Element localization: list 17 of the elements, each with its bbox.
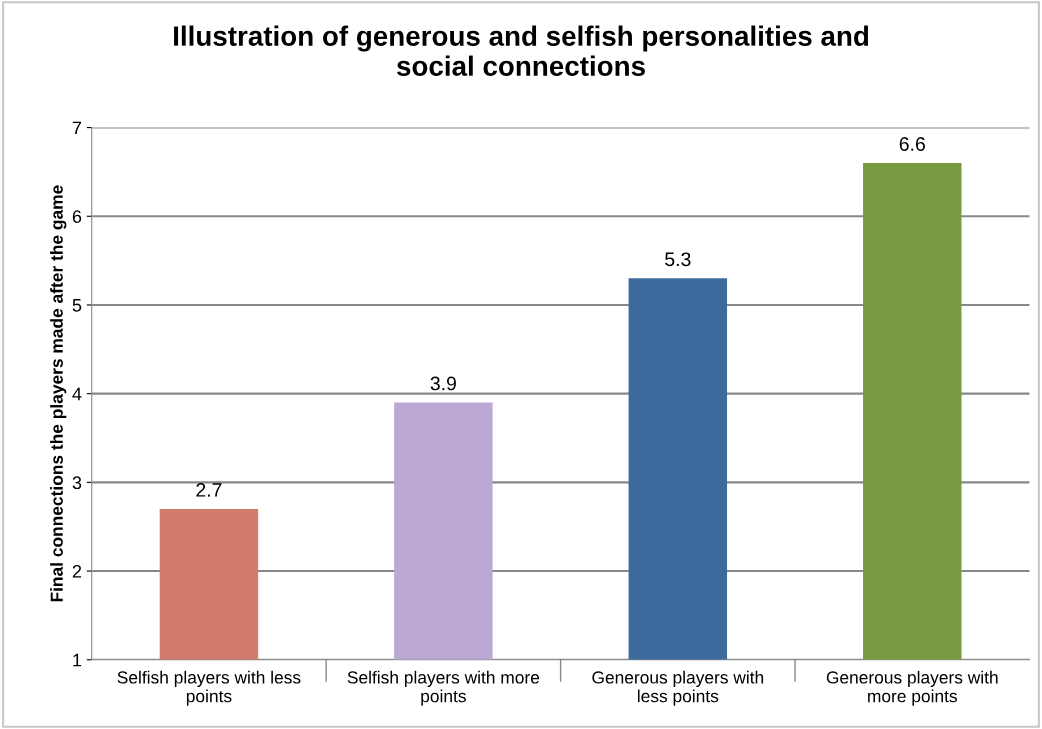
y-axis-title: Final connections the players made after the game	[50, 185, 67, 602]
x-tick-label: Selfish players with more points	[347, 670, 540, 706]
y-tick-label: 3	[72, 476, 82, 490]
x-tick-label: Selfish players with less points	[117, 670, 301, 706]
y-tick-label: 1	[73, 653, 82, 667]
data-label: 3.9	[430, 376, 456, 391]
data-label: 5.3	[665, 252, 691, 267]
x-tick-label: Generous players with more points	[826, 670, 998, 706]
data-label: 6.6	[899, 137, 925, 151]
y-tick-label: 7	[72, 121, 82, 135]
data-label: 2.7	[196, 483, 222, 497]
y-tick-label: 5	[72, 299, 82, 312]
chart-title: Illustration of generous and selfish personalities and social connections	[174, 25, 869, 76]
y-tick-label: 4	[72, 387, 82, 401]
x-tick-label: Generous players with less points	[592, 670, 764, 706]
y-tick-label: 2	[72, 564, 82, 578]
y-tick-label: 6	[72, 210, 82, 223]
